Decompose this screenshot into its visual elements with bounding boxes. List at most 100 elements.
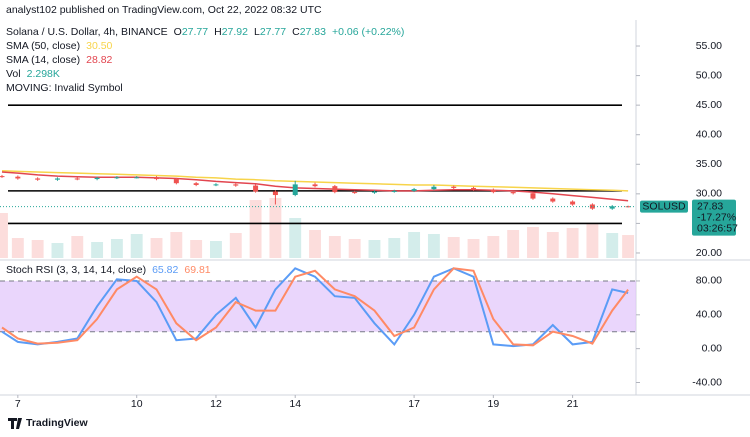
- last-change: -17.27%: [697, 211, 736, 223]
- legend-title: Solana / U.S. Dollar, 4h, BINANCE O27.77 H…: [6, 26, 404, 38]
- y-tick-label: -40.00: [692, 376, 722, 388]
- candle-body: [154, 177, 160, 180]
- volume-bar: [51, 243, 64, 258]
- candle-body: [570, 201, 576, 205]
- band-fill: [0, 280, 636, 332]
- candle-body: [35, 178, 41, 180]
- volume-bar: [229, 233, 242, 258]
- y-tick-label: 45.00: [696, 99, 722, 111]
- candle-body: [114, 177, 120, 179]
- y-tick-label: 30.00: [696, 188, 722, 200]
- candle-body: [292, 184, 298, 196]
- candle-body: [411, 189, 417, 191]
- candle-body: [609, 206, 615, 209]
- volume-bar: [190, 240, 203, 258]
- candle-body: [15, 176, 21, 179]
- series-line: [1, 171, 629, 202]
- candle-body: [589, 204, 595, 209]
- countdown: 03:26:57: [697, 222, 738, 234]
- price-badge: [692, 199, 736, 236]
- ohlc-value: 27.77: [260, 26, 286, 38]
- ohlc-value: 27.77: [182, 26, 208, 38]
- volume-bar: [91, 242, 104, 258]
- volume-bar: [606, 233, 619, 258]
- volume-bar: [507, 230, 520, 258]
- candle-body: [233, 184, 239, 186]
- candle-body: [431, 186, 437, 190]
- ohlc-key: C: [292, 26, 300, 38]
- legend-note: MOVING: Invalid Symbol: [6, 82, 123, 94]
- candle-body: [510, 192, 516, 194]
- ohlc-value: 27.83: [300, 26, 326, 38]
- volume-bar: [427, 234, 440, 258]
- volume-bar: [269, 198, 282, 258]
- logo-icon: [8, 418, 22, 429]
- volume-bar: [11, 238, 24, 258]
- volume-bar: [71, 236, 84, 258]
- series-line: [1, 170, 629, 192]
- chart-title: Solana / U.S. Dollar, 4h, BINANCE: [6, 26, 168, 38]
- volume-bar: [31, 240, 44, 258]
- x-tick-label: 21: [567, 398, 579, 410]
- volume-bar: [130, 234, 143, 258]
- candle-body: [451, 186, 457, 188]
- legend-entry: Vol 2.298K: [6, 68, 60, 80]
- candle-body: [193, 183, 199, 185]
- x-tick-label: 12: [210, 398, 222, 410]
- candle-body: [625, 206, 631, 208]
- legend-name: SMA (14, close): [6, 54, 80, 66]
- y-tick-label: 80.00: [696, 275, 722, 287]
- legend-value: 69.81: [184, 264, 210, 276]
- change-label: +0.06 (+0.22%): [332, 26, 404, 38]
- legend-name: SMA (50, close): [6, 40, 80, 52]
- header: analyst102 published on TradingView.com,…: [6, 4, 322, 16]
- volume-bar: [566, 228, 579, 258]
- ohlc-key: H: [214, 26, 222, 38]
- candle-body: [272, 191, 278, 196]
- candle-body: [471, 187, 477, 190]
- volume-bar: [622, 235, 635, 258]
- y-tick-label: 20.00: [696, 247, 722, 259]
- volume-bar: [289, 218, 302, 258]
- candle-body: [391, 190, 397, 192]
- candle-body: [0, 176, 5, 178]
- candle-body: [332, 186, 338, 193]
- candle-body: [94, 177, 100, 180]
- candle-body: [134, 177, 140, 179]
- candle-body: [213, 184, 219, 186]
- volume-bar: [348, 239, 361, 258]
- volume-bar: [487, 236, 500, 258]
- candle-body: [490, 189, 496, 193]
- volume-bar: [328, 236, 341, 258]
- last-price: 27.83: [697, 200, 723, 212]
- pane-title: Stoch RSI (3, 3, 14, 14, close): [6, 264, 146, 276]
- candle-body: [312, 184, 318, 187]
- volume-bar: [388, 238, 401, 258]
- y-tick-label: 0.00: [702, 342, 723, 354]
- y-tick-label: 35.00: [696, 158, 722, 170]
- ohlc-key: O: [174, 26, 182, 38]
- x-tick-label: 7: [15, 398, 21, 410]
- legend-value: 28.82: [86, 54, 112, 66]
- candle-body: [173, 179, 179, 184]
- volume-bar: [586, 224, 599, 258]
- volume-bar: [210, 241, 222, 258]
- candle-body: [371, 191, 377, 193]
- volume-bar: [527, 227, 539, 258]
- volume-bar: [368, 240, 381, 258]
- symbol-label: SOLUSD: [642, 200, 686, 212]
- legend-value: 65.82: [152, 264, 178, 276]
- y-tick-label: 40.00: [696, 309, 722, 321]
- legend-entry: Stoch RSI (3, 3, 14, 14, close) 65.82 69.8…: [6, 264, 211, 276]
- volume-bar: [408, 232, 421, 258]
- x-tick-label: 17: [408, 398, 420, 410]
- footer: TradingView: [26, 417, 88, 429]
- candle-body: [253, 185, 259, 192]
- legend-value: 30.50: [86, 40, 112, 52]
- x-tick-label: 19: [488, 398, 500, 410]
- legend-name: Vol: [6, 68, 21, 80]
- volume-bar: [150, 238, 163, 258]
- y-tick-label: 55.00: [696, 40, 722, 52]
